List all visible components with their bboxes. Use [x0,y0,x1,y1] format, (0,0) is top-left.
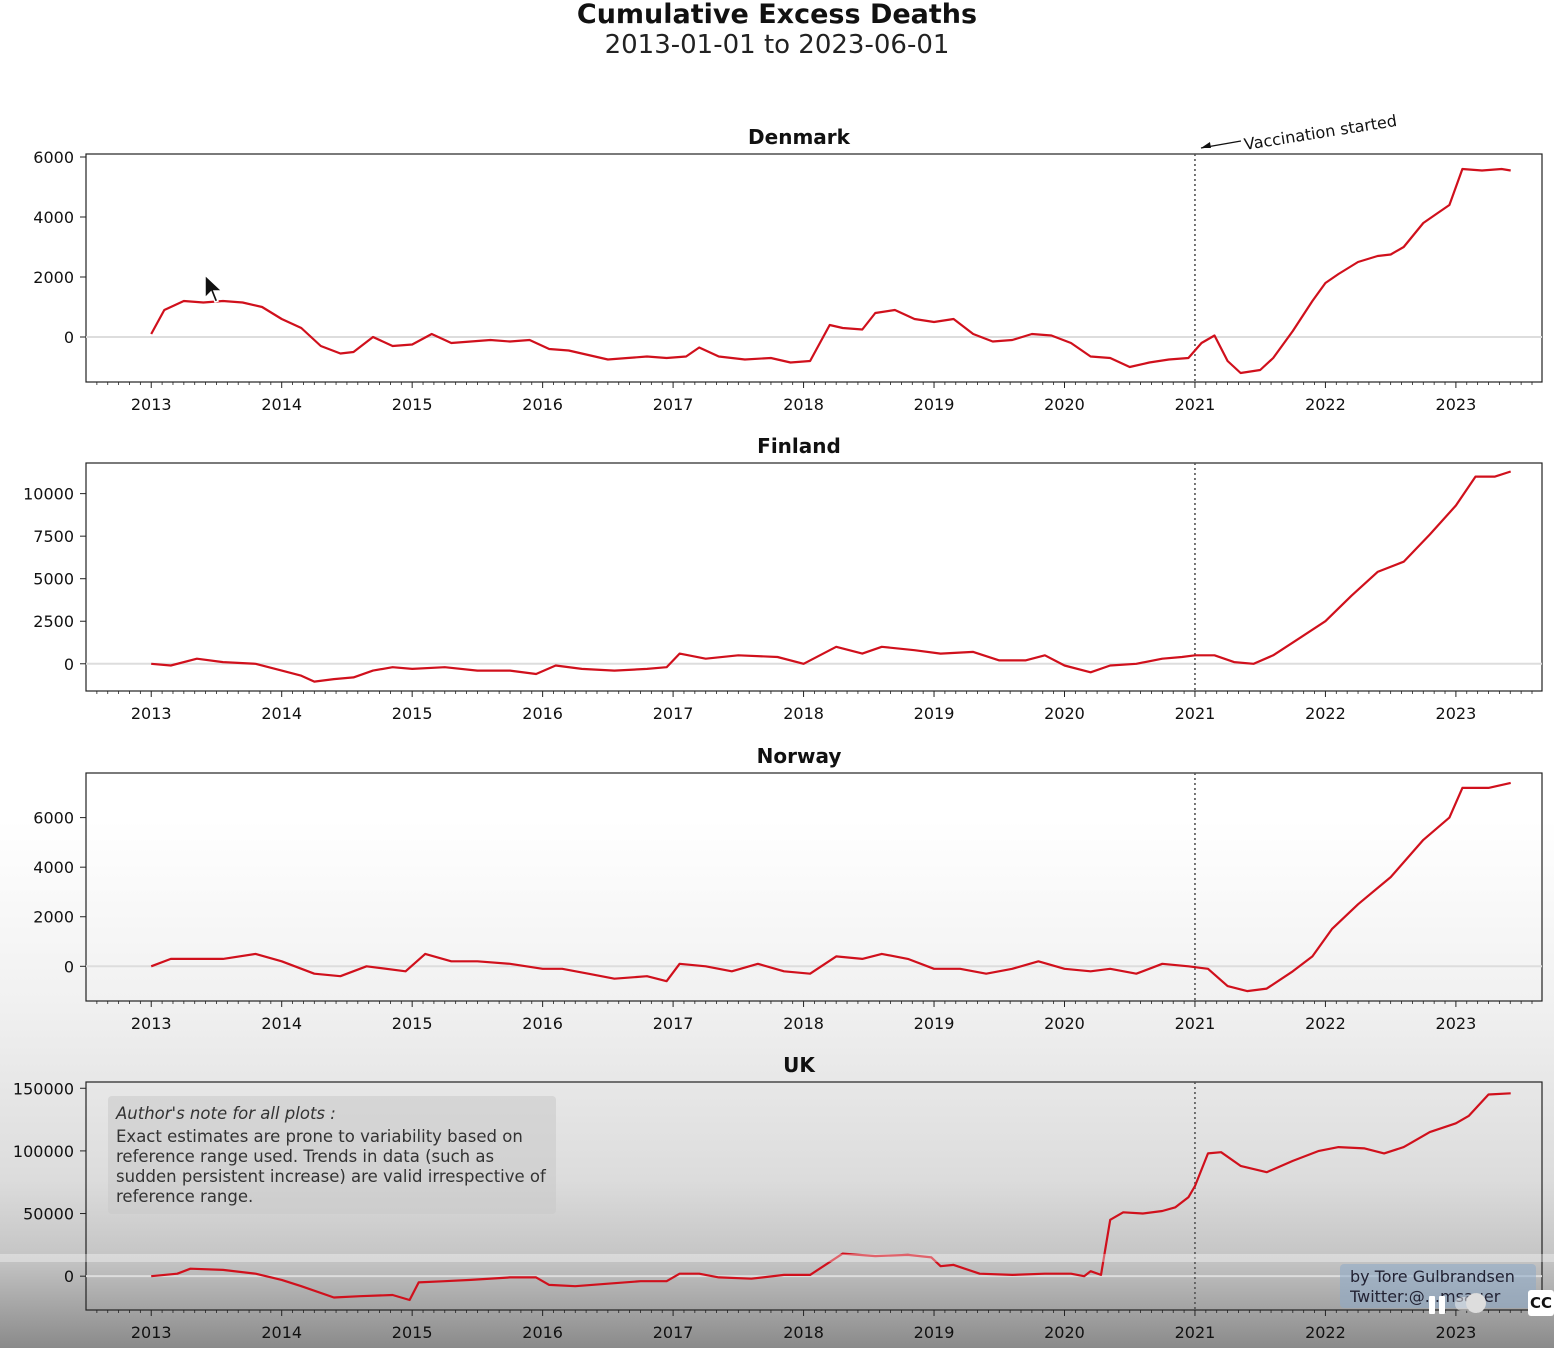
norway-x-tick-label: 2016 [522,1014,563,1033]
finland-x-tick-label: 2019 [914,704,955,723]
finland-y-tick-label: 2500 [33,612,74,631]
finland-y-tick-label: 5000 [33,570,74,589]
pause-icon[interactable] [1424,1293,1450,1317]
author-note-box: Author's note for all plots : Exact esti… [108,1096,556,1214]
denmark-series-line [150,167,1511,375]
norway-panel-title: Norway [757,744,842,768]
norway-x-tick-label: 2021 [1175,1014,1216,1033]
norway-plot-frame [85,772,1543,1002]
uk-y-tick-label: 100000 [13,1142,74,1161]
denmark-x-tick-label: 2013 [131,395,172,414]
denmark-x-tick-label: 2015 [392,395,433,414]
norway-x-tick-label: 2014 [261,1014,302,1033]
uk-x-tick-label: 2023 [1436,1323,1477,1342]
norway-x-tick-label: 2022 [1305,1014,1346,1033]
norway-x-tick-label: 2023 [1436,1014,1477,1033]
denmark-x-tick-label: 2018 [783,395,824,414]
finland-x-tick-label: 2023 [1436,704,1477,723]
uk-y-tick-label: 0 [64,1267,74,1286]
denmark-plot-frame [85,153,1543,383]
norway-y-tick-label: 6000 [33,809,74,828]
uk-series-line [151,1092,1511,1302]
autoplay-toggle-knob[interactable] [1466,1293,1486,1313]
denmark-panel-title: Denmark [748,125,851,149]
denmark-x-tick-label: 2023 [1436,395,1477,414]
finland-x-tick-label: 2020 [1044,704,1085,723]
uk-x-tick-label: 2017 [653,1323,694,1342]
video-progress-bar[interactable] [0,1254,1554,1262]
denmark-x-tick-label: 2021 [1175,395,1216,414]
uk-x-tick-label: 2016 [522,1323,563,1342]
finland-y-tick-label: 0 [64,655,74,674]
chart-subtitle: 2013-01-01 to 2023-06-01 [604,30,950,60]
uk-x-tick-label: 2015 [392,1323,433,1342]
norway-x-tick-label: 2015 [392,1014,433,1033]
denmark-y-tick-label: 2000 [33,268,74,287]
norway-x-tick-label: 2013 [131,1014,172,1033]
denmark-x-tick-label: 2022 [1305,395,1346,414]
denmark-y-tick-label: 4000 [33,208,74,227]
finland-y-tick-label: 7500 [33,527,74,546]
finland-panel-title: Finland [757,434,841,458]
finland-x-tick-label: 2022 [1305,704,1346,723]
vaccination-annotation: Vaccination started [1243,111,1399,154]
finland-x-tick-label: 2014 [261,704,302,723]
credit-author: by Tore Gulbrandsen [1350,1267,1515,1286]
finland-x-tick-label: 2017 [653,704,694,723]
uk-x-tick-label: 2021 [1175,1323,1216,1342]
uk-x-tick-label: 2013 [131,1323,172,1342]
uk-x-tick-label: 2020 [1044,1323,1085,1342]
vaccination-arrow-head [1200,142,1211,148]
denmark-x-tick-label: 2020 [1044,395,1085,414]
norway-x-tick-label: 2018 [783,1014,824,1033]
finland-x-tick-label: 2018 [783,704,824,723]
finland-series-line [151,470,1512,683]
uk-y-tick-label: 150000 [13,1079,74,1098]
chart-title: Cumulative Excess Deaths [576,0,978,30]
norway-series-line [150,781,1511,993]
uk-plot-frame [85,1081,1543,1311]
author-note-title: Author's note for all plots : [116,1104,336,1123]
uk-x-tick-label: 2022 [1305,1323,1346,1342]
uk-x-tick-label: 2019 [914,1323,955,1342]
uk-y-tick-label: 50000 [23,1205,74,1224]
uk-panel-title: UK [783,1053,816,1077]
credit-twitter: Twitter:@...msauer [1350,1287,1501,1306]
denmark-x-tick-label: 2016 [522,395,563,414]
cc-icon[interactable]: CC [1528,1290,1554,1316]
mouse-cursor-icon [204,274,224,303]
uk-x-tick-label: 2014 [261,1323,302,1342]
norway-y-tick-label: 4000 [33,858,74,877]
finland-plot-frame [85,462,1543,692]
author-note-text: Exact estimates are prone to variability… [116,1127,546,1206]
norway-x-tick-label: 2020 [1044,1014,1085,1033]
norway-y-tick-label: 2000 [33,908,74,927]
norway-y-tick-label: 0 [64,957,74,976]
denmark-x-tick-label: 2014 [261,395,302,414]
finland-x-tick-label: 2015 [392,704,433,723]
uk-x-tick-label: 2018 [783,1323,824,1342]
denmark-x-tick-label: 2017 [653,395,694,414]
finland-x-tick-label: 2021 [1175,704,1216,723]
finland-x-tick-label: 2016 [522,704,563,723]
norway-x-tick-label: 2017 [653,1014,694,1033]
denmark-y-tick-label: 0 [64,328,74,347]
finland-y-tick-label: 10000 [23,485,74,504]
finland-x-tick-label: 2013 [131,704,172,723]
norway-x-tick-label: 2019 [914,1014,955,1033]
denmark-y-tick-label: 6000 [33,148,74,167]
denmark-x-tick-label: 2019 [914,395,955,414]
credit-box: by Tore Gulbrandsen Twitter:@...msauer [1340,1264,1536,1308]
